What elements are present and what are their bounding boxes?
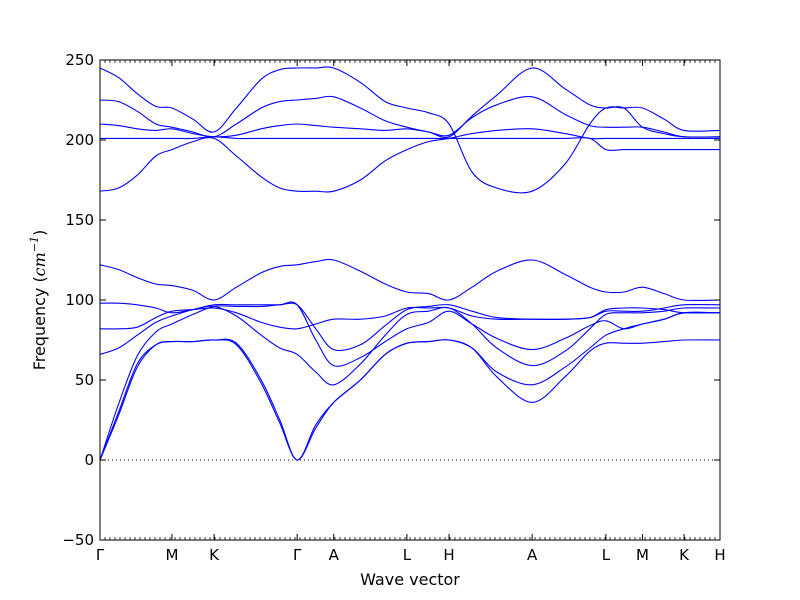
- x-tick-label: H: [714, 546, 725, 564]
- y-tick-label: 100: [65, 291, 94, 309]
- x-axis-label: Wave vector: [360, 570, 460, 589]
- phonon-branch-9: [100, 305, 720, 386]
- y-axis-label: Frequency (cm−1): [28, 230, 49, 371]
- y-axis-label-prefix: Frequency (: [30, 276, 49, 370]
- phonon-branch-3: [100, 95, 720, 138]
- phonon-branch-10: [100, 301, 720, 461]
- x-tick-label: K: [209, 546, 220, 564]
- y-tick-label: 0: [84, 451, 94, 469]
- y-axis-label-exponent: −1: [28, 236, 41, 252]
- x-tick-label: M: [165, 546, 178, 564]
- y-tick-label: −50: [62, 531, 94, 549]
- phonon-branch-6: [100, 258, 720, 302]
- x-tick-label: A: [527, 546, 538, 564]
- y-tick-label: 200: [65, 131, 94, 149]
- phonon-branch-1: [100, 66, 720, 194]
- phonon-branches: [100, 66, 720, 461]
- phonon-branch-2: [100, 67, 720, 138]
- x-tick-label: H: [443, 546, 454, 564]
- phonon-branch-4: [100, 128, 720, 193]
- y-axis-label-unit: cm: [30, 252, 49, 276]
- y-tick-label: 150: [65, 211, 94, 229]
- x-tick-label: L: [403, 546, 412, 564]
- x-tick-label: Γ: [96, 546, 105, 564]
- phonon-branch-5: [100, 136, 720, 151]
- x-tick-label: K: [679, 546, 690, 564]
- x-tick-label: L: [602, 546, 611, 564]
- phonon-branch-8: [100, 304, 720, 330]
- x-minor-ticks: [104, 60, 716, 540]
- x-tick-label: Γ: [293, 546, 302, 564]
- y-tick-label: 250: [65, 51, 94, 69]
- x-tick-label: M: [636, 546, 649, 564]
- y-axis-label-suffix: ): [30, 230, 49, 236]
- y-tick-label: 50: [75, 371, 94, 389]
- phonon-branch-12: [100, 339, 720, 461]
- x-tick-label: A: [329, 546, 340, 564]
- y-axis-ticks: −50 0 50 100 150 200 250: [62, 51, 720, 549]
